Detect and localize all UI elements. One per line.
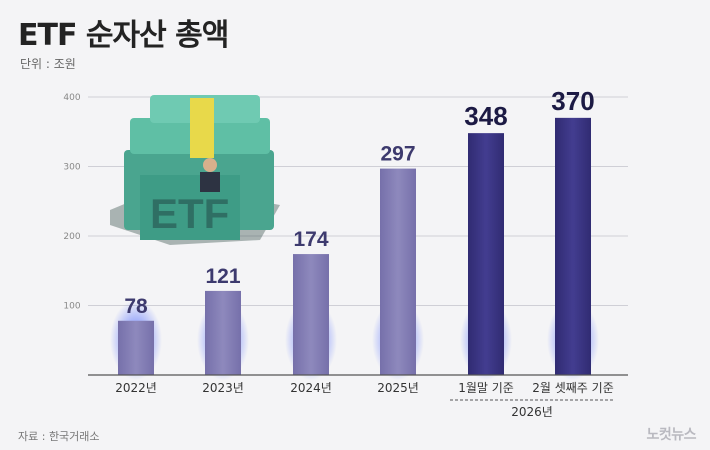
bar xyxy=(118,320,154,375)
bar xyxy=(205,290,241,375)
bar-value-label: 370 xyxy=(551,86,594,116)
bar xyxy=(380,168,416,375)
etf-block-label: ETF xyxy=(150,190,229,237)
y-tick-label: 400 xyxy=(63,93,80,103)
y-tick-label: 300 xyxy=(63,163,80,173)
y-tick-label: 200 xyxy=(63,232,80,242)
group-label: 2026년 xyxy=(511,405,553,419)
source-note: 자료 : 한국거래소 xyxy=(18,430,100,443)
bar-value-label: 348 xyxy=(464,101,507,131)
x-tick-label: 2024년 xyxy=(290,381,332,395)
bar-value-label: 78 xyxy=(124,295,148,318)
bar-value-label: 174 xyxy=(293,228,328,251)
x-tick-label: 2022년 xyxy=(115,381,157,395)
publisher-logo: 노컷뉴스 xyxy=(646,427,696,443)
x-tick-label: 1월말 기준 xyxy=(458,381,514,395)
x-tick-label: 2월 셋째주 기준 xyxy=(532,381,614,395)
x-tick-label: 2025년 xyxy=(377,381,419,395)
y-tick-label: 100 xyxy=(63,302,80,312)
bar-value-label: 121 xyxy=(205,265,240,288)
unit-label: 단위 : 조원 xyxy=(20,57,76,71)
x-tick-label: 2023년 xyxy=(202,381,244,395)
bar xyxy=(293,254,329,375)
chart-title: ETF 순자산 총액 xyxy=(18,18,229,53)
bar xyxy=(555,117,591,375)
bar xyxy=(468,133,504,375)
bar-value-label: 297 xyxy=(380,143,415,166)
money-stack-illustration: ETF xyxy=(110,95,280,245)
